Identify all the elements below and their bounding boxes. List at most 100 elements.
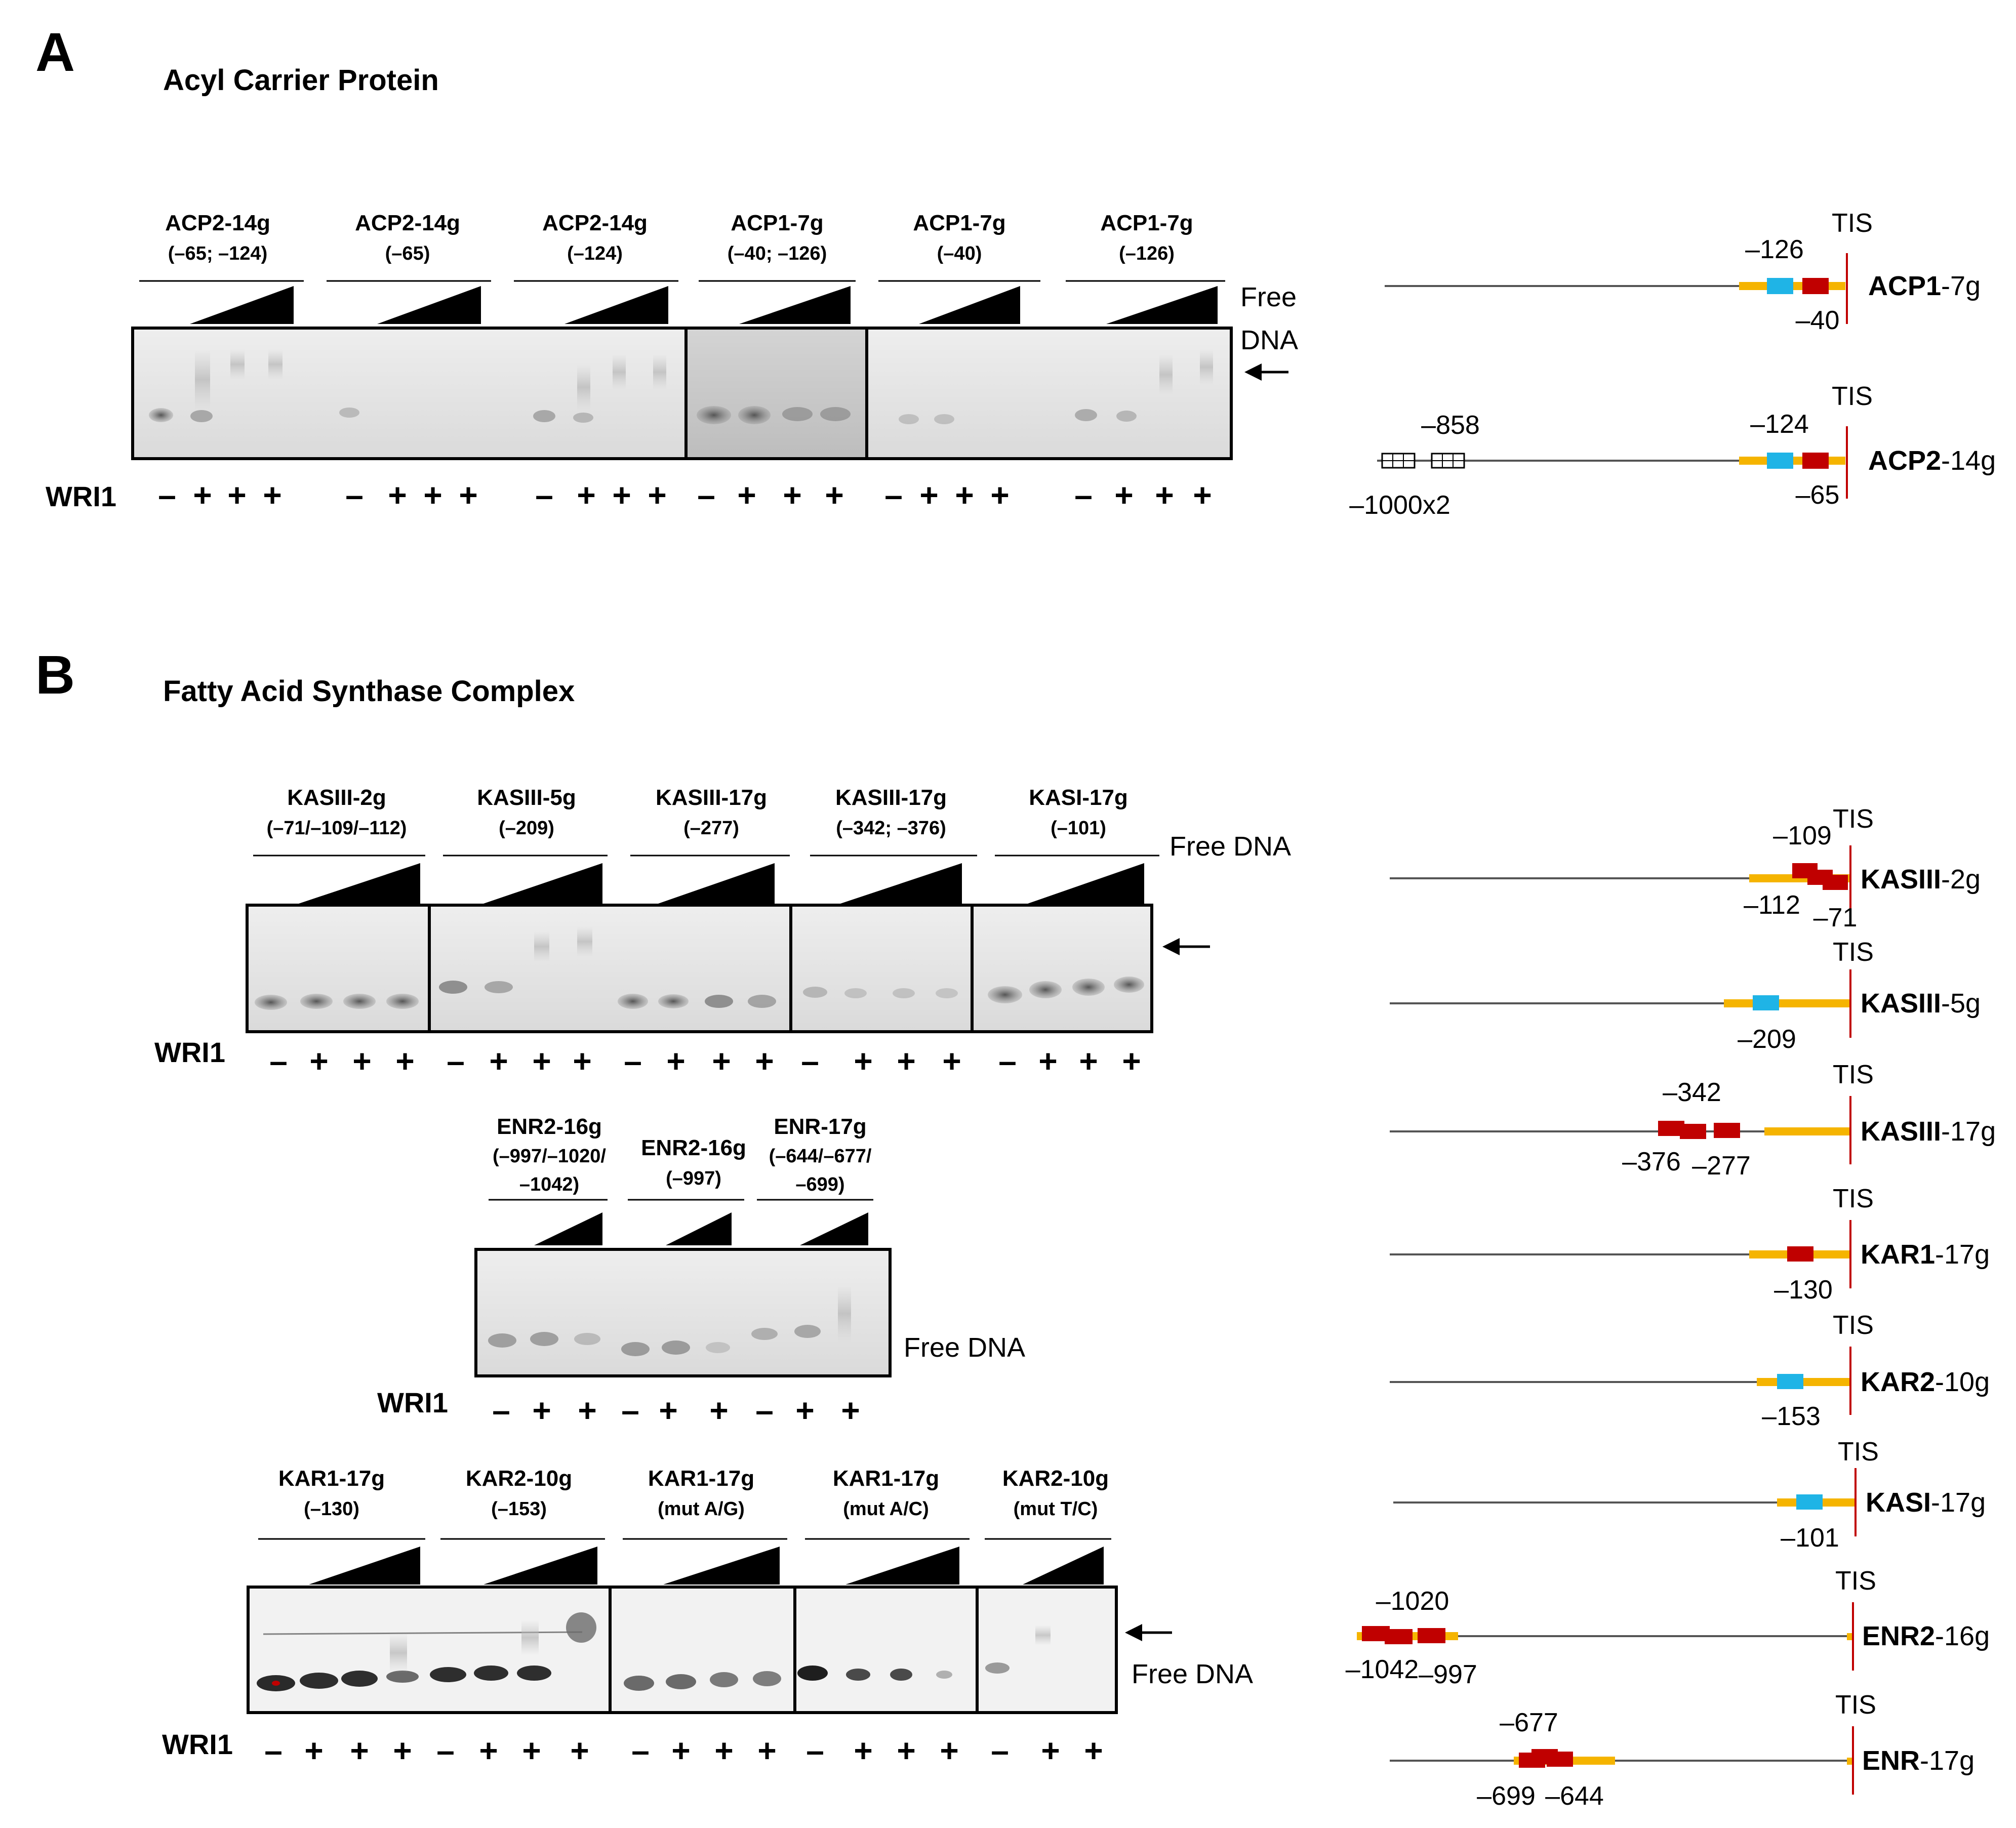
wri1-plus-sign: +: [1038, 1043, 1057, 1079]
lane-header-name: KAR1-17g: [833, 1466, 939, 1491]
site-label: –1042: [1346, 1655, 1419, 1684]
lane-header-sub: (–644/–677/: [769, 1146, 872, 1167]
site-label: –40: [1796, 306, 1840, 335]
lane-header-sub: (mut A/G): [658, 1498, 745, 1520]
wri1-plus-sign: +: [1084, 1732, 1103, 1769]
site-label: –65: [1796, 480, 1840, 510]
gel-b2: [474, 1248, 892, 1377]
tis-label: TIS: [1835, 1690, 1876, 1720]
wri1-minus-sign: –: [991, 1732, 1009, 1769]
gene-name: KASIII-17g: [1861, 1116, 1996, 1147]
lane-header-sub: (–124): [567, 243, 623, 264]
wri1-plus-sign: +: [940, 1732, 958, 1769]
wri1-plus-sign: +: [854, 1732, 872, 1769]
wri1-plus-sign: +: [897, 1732, 915, 1769]
site-label: –342: [1663, 1078, 1721, 1107]
gene-name: KASIII-5g: [1861, 988, 1981, 1019]
lane-header-name: KASIII-17g: [835, 785, 947, 810]
wri1-plus-sign: +: [479, 1732, 498, 1769]
site-label: –109: [1773, 821, 1832, 850]
tis-label: TIS: [1833, 1184, 1874, 1213]
wri1-sign-row: – + + + – + + + – + + + – + + + – + +: [264, 1732, 1103, 1769]
site-label: –126: [1745, 235, 1804, 264]
site-label: –112: [1744, 890, 1800, 920]
wri1-plus-sign: +: [1122, 1043, 1141, 1079]
wri1-plus-sign: +: [825, 477, 843, 513]
wri1-minus-sign: –: [624, 1043, 642, 1079]
wri1-plus-sign: +: [304, 1732, 323, 1769]
wri1-plus-sign: +: [570, 1732, 589, 1769]
site-label: –997: [1419, 1660, 1477, 1689]
gene-name: ACP2-14g: [1868, 445, 1996, 476]
gene-name: KAR2-10g: [1861, 1367, 1990, 1397]
lane-header-sub: (–101): [1051, 818, 1106, 839]
wri1-plus-sign: +: [612, 477, 631, 513]
wri1-plus-sign: +: [1155, 477, 1174, 513]
wri1-plus-sign: +: [1114, 477, 1133, 513]
wri1-plus-sign: +: [783, 477, 801, 513]
wri1-minus-sign: –: [998, 1043, 1017, 1079]
wri1-plus-sign: +: [393, 1732, 412, 1769]
lane-header-sub: (–209): [499, 818, 554, 839]
wri1-plus-sign: +: [666, 1043, 685, 1079]
wri1-plus-sign: +: [395, 1043, 414, 1079]
wri1-plus-sign: +: [841, 1392, 860, 1429]
lane-header-sub: (–71/–109/–112): [267, 818, 407, 839]
site-label: –1000x2: [1349, 491, 1450, 520]
wri1-plus-sign: +: [193, 477, 212, 513]
wri1-minus-sign: –: [621, 1392, 639, 1429]
wri1-plus-sign: +: [897, 1043, 915, 1079]
lane-header-name: ACP1-7g: [913, 211, 1005, 235]
site-label: –124: [1750, 410, 1809, 439]
free-dna-label-line2: DNA: [1240, 325, 1298, 355]
wri1-label: WRI1: [162, 1728, 233, 1760]
lane-header-sub: (–342; –376): [836, 818, 946, 839]
gene-name: KAR1-17g: [1861, 1239, 1990, 1270]
gene-diagram-acp2: TIS –858 –124 –65 –1000x2 ACP2-14g: [1349, 382, 1996, 520]
free-dna-label-line1: Free: [1240, 282, 1297, 312]
lane-header-name: ACP1-7g: [731, 211, 823, 235]
wri1-plus-sign: +: [577, 477, 595, 513]
lane-header-sub: (–277): [683, 818, 739, 839]
lane-header-name: ACP2-14g: [165, 211, 270, 235]
wri1-plus-sign: +: [309, 1043, 328, 1079]
wri1-minus-sign: –: [492, 1392, 510, 1429]
lane-header-sub: (–40; –126): [728, 243, 827, 264]
gel-b3: [247, 1586, 1118, 1714]
wri1-label: WRI1: [46, 480, 116, 512]
site-label: –699: [1477, 1781, 1536, 1811]
site-label: –153: [1762, 1402, 1821, 1431]
lane-header-sub: –699): [795, 1174, 844, 1195]
site-label: –209: [1738, 1025, 1796, 1054]
lane-header-name: KAR1-17g: [278, 1466, 385, 1491]
lane-header-name: KASI-17g: [1029, 785, 1128, 810]
panel-a-title: Acyl Carrier Protein: [163, 64, 439, 97]
wri1-plus-sign: +: [714, 1732, 733, 1769]
wri1-plus-sign: +: [352, 1043, 371, 1079]
gene-name: ACP1-7g: [1868, 271, 1981, 301]
gene-diagram-acp1: TIS –126 –40 ACP1-7g: [1385, 209, 1981, 335]
tis-label: TIS: [1833, 1060, 1874, 1089]
wri1-sign-row: – + + – + + – + +: [492, 1392, 860, 1429]
wri1-plus-sign: +: [795, 1392, 814, 1429]
gene-diagram-kar2-10g: TIS –153 KAR2-10g: [1390, 1311, 1990, 1431]
wri1-minus-sign: –: [801, 1043, 819, 1079]
lane-header-sub: (mut T/C): [1014, 1498, 1098, 1520]
wri1-plus-sign: +: [648, 477, 666, 513]
tis-label: TIS: [1835, 1566, 1876, 1596]
wri1-plus-sign: +: [263, 477, 281, 513]
wri1-plus-sign: +: [1079, 1043, 1098, 1079]
gel2-wedges: [489, 1199, 873, 1245]
gene-diagram-kasi-17g: TIS –101 KASI-17g: [1393, 1437, 1986, 1553]
site-label: –71: [1813, 903, 1858, 932]
wri1-plus-sign: +: [671, 1732, 690, 1769]
wri1-plus-sign: +: [659, 1392, 677, 1429]
lane-header-name: ENR-17g: [774, 1114, 866, 1139]
tis-label: TIS: [1833, 1311, 1874, 1340]
wri1-minus-sign: –: [436, 1732, 455, 1769]
gene-name: KASIII-2g: [1861, 864, 1981, 895]
wri1-plus-sign: +: [955, 477, 974, 513]
wri1-label: WRI1: [154, 1036, 225, 1068]
site-label: –644: [1545, 1781, 1604, 1811]
lane-header-sub: (–997/–1020/: [493, 1146, 606, 1167]
